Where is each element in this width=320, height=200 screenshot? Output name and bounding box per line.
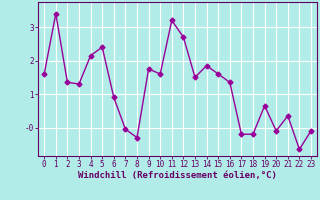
X-axis label: Windchill (Refroidissement éolien,°C): Windchill (Refroidissement éolien,°C) xyxy=(78,171,277,180)
